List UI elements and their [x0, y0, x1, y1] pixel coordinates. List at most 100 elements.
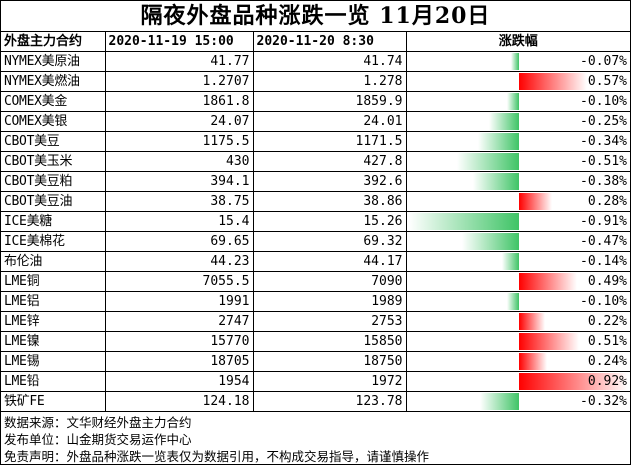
row-prev: 69.65	[104, 231, 254, 252]
table-row: NYMEX美燃油 1.2707 1.278 0.57%	[1, 71, 631, 92]
positive-change-bar	[519, 353, 547, 370]
table-row: LME镍 15770 15850 0.51%	[1, 331, 631, 352]
negative-change-bar	[473, 173, 519, 190]
row-change: -0.47%	[519, 231, 631, 252]
row-curr: 15850	[252, 331, 407, 352]
row-change-bar-neg	[405, 151, 519, 172]
row-curr: 15.26	[252, 211, 407, 232]
row-change-text: 0.57%	[587, 74, 628, 89]
row-change: -0.51%	[519, 151, 631, 172]
row-change-text: -0.10%	[580, 94, 628, 109]
row-change-bar-neg	[405, 351, 519, 372]
row-prev: 7055.5	[104, 271, 254, 292]
negative-change-bar	[457, 153, 519, 170]
row-change: 0.57%	[519, 71, 631, 92]
row-change: -0.07%	[519, 51, 631, 72]
negative-change-bar	[502, 253, 519, 270]
table-row: LME锌 2747 2753 0.22%	[1, 311, 631, 332]
footer-disclaimer: 免责声明：外盘品种涨跌一览表仅为数据引用，不构成交易指导，请谨慎操作	[4, 449, 430, 464]
row-prev: 44.23	[104, 251, 254, 272]
table-row: ICE美棉花 69.65 69.32 -0.47%	[1, 231, 631, 252]
table-row: CBOT美豆粕 394.1 392.6 -0.38%	[1, 171, 631, 192]
table-body: NYMEX美原油 41.77 41.74 -0.07% NYMEX美燃油 1.2707 1.…	[1, 51, 631, 412]
row-change-text: -0.32%	[580, 394, 628, 409]
row-prev: 24.07	[104, 111, 254, 132]
row-change-bar-neg	[405, 231, 519, 252]
row-prev: 1175.5	[104, 131, 254, 152]
negative-change-bar	[511, 53, 519, 70]
row-prev: 1861.8	[104, 91, 254, 112]
table-row: ICE美糖 15.4 15.26 -0.91%	[1, 211, 631, 232]
row-prev: 394.1	[104, 171, 254, 192]
positive-change-bar	[519, 373, 628, 390]
row-change-bar-neg	[405, 131, 519, 152]
negative-change-bar	[409, 213, 519, 230]
row-prev: 1954	[104, 371, 254, 392]
negative-change-bar	[507, 93, 519, 110]
row-change-text: 0.24%	[587, 354, 628, 369]
row-prev: 15.4	[104, 211, 254, 232]
positive-change-bar	[519, 193, 552, 210]
table-row: COMEX美金 1861.8 1859.9 -0.10%	[1, 91, 631, 112]
negative-change-bar	[489, 113, 519, 130]
row-name: CBOT美豆粕	[1, 171, 106, 192]
row-change: -0.25%	[519, 111, 631, 132]
row-change: -0.38%	[519, 171, 631, 192]
row-change-bar-neg	[405, 371, 519, 392]
row-curr: 44.17	[252, 251, 407, 272]
footer-source: 数据来源：文华财经外盘主力合约	[4, 415, 192, 430]
row-prev: 18705	[104, 351, 254, 372]
row-prev: 1.2707	[104, 71, 254, 92]
row-curr: 1989	[252, 291, 407, 312]
row-change-bar-neg	[405, 291, 519, 312]
row-change-text: -0.51%	[580, 154, 628, 169]
row-change-bar-neg	[405, 171, 519, 192]
row-change: 0.24%	[519, 351, 631, 372]
row-change-bar-neg	[405, 331, 519, 352]
row-change-bar-neg	[405, 251, 519, 272]
table-row: LME锡 18705 18750 0.24%	[1, 351, 631, 372]
row-prev: 1991	[104, 291, 254, 312]
row-change-bar-neg	[405, 211, 519, 232]
row-change-bar-neg	[405, 91, 519, 112]
row-name: COMEX美金	[1, 91, 106, 112]
row-curr: 1171.5	[252, 131, 407, 152]
row-change: 0.28%	[519, 191, 631, 212]
table-row: COMEX美银 24.07 24.01 -0.25%	[1, 111, 631, 132]
row-name: LME镍	[1, 331, 106, 352]
table-row: CBOT美豆油 38.75 38.86 0.28%	[1, 191, 631, 212]
row-name: NYMEX美燃油	[1, 71, 106, 92]
row-change-bar-neg	[405, 311, 519, 332]
table-row: CBOT美玉米 430 427.8 -0.51%	[1, 151, 631, 172]
row-curr: 18750	[252, 351, 407, 372]
row-change: 0.92%	[519, 371, 631, 392]
row-curr: 427.8	[252, 151, 407, 172]
header-prev: 2020-11-19 15:00	[104, 32, 254, 52]
row-curr: 2753	[252, 311, 407, 332]
row-name: 布伦油	[1, 251, 106, 272]
negative-change-bar	[478, 133, 519, 150]
row-change-text: -0.10%	[580, 294, 628, 309]
row-change: -0.14%	[519, 251, 631, 272]
row-change-text: 0.49%	[587, 274, 628, 289]
row-change: 0.49%	[519, 271, 631, 292]
row-change-text: 0.51%	[587, 334, 628, 349]
row-change-bar-neg	[405, 111, 519, 132]
row-curr: 1972	[252, 371, 407, 392]
row-change-text: 0.22%	[587, 314, 628, 329]
table-row: LME铜 7055.5 7090 0.49%	[1, 271, 631, 292]
row-name: COMEX美银	[1, 111, 106, 132]
row-change: -0.32%	[519, 391, 631, 412]
table-row: LME铅 1954 1972 0.92%	[1, 371, 631, 392]
row-name: LME铝	[1, 291, 106, 312]
row-name: 铁矿FE	[1, 391, 106, 412]
row-change-bar-neg	[405, 51, 519, 72]
row-change-bar-neg	[405, 391, 519, 412]
row-change-text: -0.91%	[580, 214, 628, 229]
negative-change-bar	[480, 393, 519, 410]
footer: 数据来源：文华财经外盘主力合约 发布单位：山金期货交易运作中心 免责声明：外盘品…	[1, 412, 630, 465]
row-prev: 15770	[104, 331, 254, 352]
negative-change-bar	[507, 293, 519, 310]
header-name: 外盘主力合约	[1, 32, 106, 52]
